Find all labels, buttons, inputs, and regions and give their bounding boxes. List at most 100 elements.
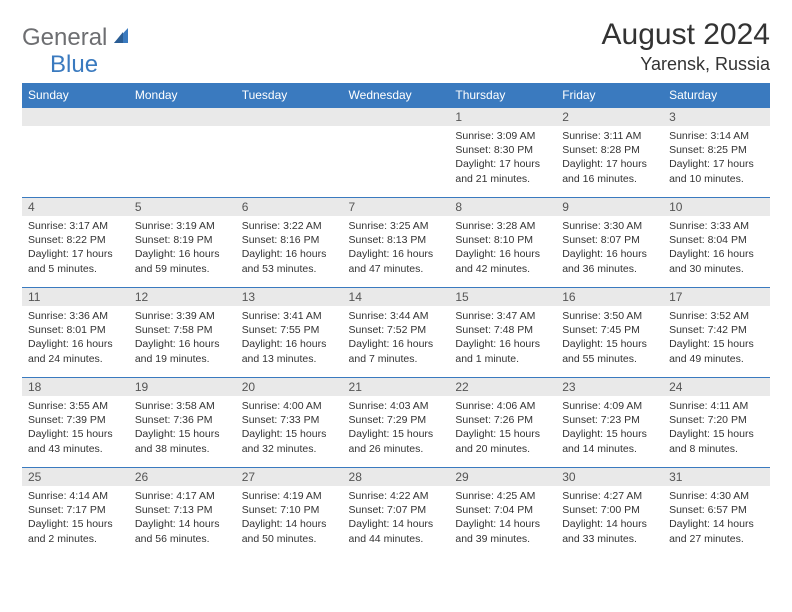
day-details: Sunrise: 3:39 AMSunset: 7:58 PMDaylight:… (129, 306, 236, 370)
detail-line: Sunset: 7:10 PM (242, 503, 337, 517)
day-details: Sunrise: 3:50 AMSunset: 7:45 PMDaylight:… (556, 306, 663, 370)
day-number: 4 (22, 198, 129, 216)
detail-line: Sunrise: 4:03 AM (349, 399, 444, 413)
month-title: August 2024 (602, 18, 770, 52)
day-number: 25 (22, 468, 129, 486)
header: General August 2024 Yarensk, Russia (22, 18, 770, 75)
day-details: Sunrise: 3:33 AMSunset: 8:04 PMDaylight:… (663, 216, 770, 280)
detail-line: Daylight: 16 hours (562, 247, 657, 261)
detail-line: Sunset: 8:07 PM (562, 233, 657, 247)
day-details: Sunrise: 3:36 AMSunset: 8:01 PMDaylight:… (22, 306, 129, 370)
detail-line: Sunset: 8:30 PM (455, 143, 550, 157)
detail-line: Sunset: 8:28 PM (562, 143, 657, 157)
day-cell (22, 108, 129, 198)
day-number: 3 (663, 108, 770, 126)
day-number: 11 (22, 288, 129, 306)
day-details: Sunrise: 3:44 AMSunset: 7:52 PMDaylight:… (343, 306, 450, 370)
day-details: Sunrise: 3:41 AMSunset: 7:55 PMDaylight:… (236, 306, 343, 370)
day-cell: 11Sunrise: 3:36 AMSunset: 8:01 PMDayligh… (22, 288, 129, 378)
day-cell: 14Sunrise: 3:44 AMSunset: 7:52 PMDayligh… (343, 288, 450, 378)
detail-line: Sunset: 8:19 PM (135, 233, 230, 247)
detail-line: Daylight: 15 hours (562, 427, 657, 441)
day-number: 17 (663, 288, 770, 306)
detail-line: Sunrise: 3:36 AM (28, 309, 123, 323)
day-cell: 18Sunrise: 3:55 AMSunset: 7:39 PMDayligh… (22, 378, 129, 468)
detail-line: Sunset: 7:04 PM (455, 503, 550, 517)
day-cell: 28Sunrise: 4:22 AMSunset: 7:07 PMDayligh… (343, 468, 450, 558)
week-row: 4Sunrise: 3:17 AMSunset: 8:22 PMDaylight… (22, 198, 770, 288)
day-cell: 7Sunrise: 3:25 AMSunset: 8:13 PMDaylight… (343, 198, 450, 288)
detail-line: Sunrise: 4:00 AM (242, 399, 337, 413)
detail-line: Sunset: 7:26 PM (455, 413, 550, 427)
day-cell: 1Sunrise: 3:09 AMSunset: 8:30 PMDaylight… (449, 108, 556, 198)
day-details: Sunrise: 4:14 AMSunset: 7:17 PMDaylight:… (22, 486, 129, 550)
day-number: 23 (556, 378, 663, 396)
day-details: Sunrise: 3:25 AMSunset: 8:13 PMDaylight:… (343, 216, 450, 280)
detail-line: Sunset: 8:25 PM (669, 143, 764, 157)
day-details: Sunrise: 4:25 AMSunset: 7:04 PMDaylight:… (449, 486, 556, 550)
detail-line: Sunset: 7:23 PM (562, 413, 657, 427)
day-details: Sunrise: 3:22 AMSunset: 8:16 PMDaylight:… (236, 216, 343, 280)
day-number: 7 (343, 198, 450, 216)
day-cell: 16Sunrise: 3:50 AMSunset: 7:45 PMDayligh… (556, 288, 663, 378)
detail-line: Sunrise: 4:25 AM (455, 489, 550, 503)
detail-line: Sunrise: 4:19 AM (242, 489, 337, 503)
detail-line: Sunrise: 4:09 AM (562, 399, 657, 413)
detail-line: and 2 minutes. (28, 532, 123, 546)
detail-line: and 26 minutes. (349, 442, 444, 456)
empty-day (343, 108, 450, 126)
day-number: 10 (663, 198, 770, 216)
detail-line: Sunset: 8:22 PM (28, 233, 123, 247)
day-number: 27 (236, 468, 343, 486)
day-number: 19 (129, 378, 236, 396)
day-cell: 5Sunrise: 3:19 AMSunset: 8:19 PMDaylight… (129, 198, 236, 288)
week-row: 25Sunrise: 4:14 AMSunset: 7:17 PMDayligh… (22, 468, 770, 558)
detail-line: Daylight: 15 hours (669, 337, 764, 351)
day-cell: 29Sunrise: 4:25 AMSunset: 7:04 PMDayligh… (449, 468, 556, 558)
detail-line: and 24 minutes. (28, 352, 123, 366)
day-cell: 2Sunrise: 3:11 AMSunset: 8:28 PMDaylight… (556, 108, 663, 198)
day-details: Sunrise: 3:17 AMSunset: 8:22 PMDaylight:… (22, 216, 129, 280)
detail-line: Sunrise: 3:41 AM (242, 309, 337, 323)
detail-line: Sunrise: 3:14 AM (669, 129, 764, 143)
location: Yarensk, Russia (602, 54, 770, 75)
detail-line: Sunrise: 4:06 AM (455, 399, 550, 413)
day-cell: 4Sunrise: 3:17 AMSunset: 8:22 PMDaylight… (22, 198, 129, 288)
day-number: 8 (449, 198, 556, 216)
detail-line: and 14 minutes. (562, 442, 657, 456)
detail-line: Sunrise: 3:33 AM (669, 219, 764, 233)
detail-line: Sunset: 7:20 PM (669, 413, 764, 427)
day-details: Sunrise: 3:28 AMSunset: 8:10 PMDaylight:… (449, 216, 556, 280)
detail-line: and 39 minutes. (455, 532, 550, 546)
calendar-table: SundayMondayTuesdayWednesdayThursdayFrid… (22, 83, 770, 558)
detail-line: Sunset: 7:36 PM (135, 413, 230, 427)
detail-line: Daylight: 17 hours (455, 157, 550, 171)
detail-line: Daylight: 16 hours (135, 247, 230, 261)
detail-line: Daylight: 14 hours (349, 517, 444, 531)
detail-line: and 43 minutes. (28, 442, 123, 456)
detail-line: Daylight: 17 hours (669, 157, 764, 171)
title-block: August 2024 Yarensk, Russia (602, 18, 770, 75)
detail-line: Sunrise: 3:25 AM (349, 219, 444, 233)
detail-line: and 53 minutes. (242, 262, 337, 276)
detail-line: and 55 minutes. (562, 352, 657, 366)
detail-line: Sunrise: 4:17 AM (135, 489, 230, 503)
detail-line: Sunrise: 4:14 AM (28, 489, 123, 503)
empty-day (22, 108, 129, 126)
detail-line: Sunset: 6:57 PM (669, 503, 764, 517)
detail-line: Sunrise: 3:44 AM (349, 309, 444, 323)
day-details: Sunrise: 3:55 AMSunset: 7:39 PMDaylight:… (22, 396, 129, 460)
detail-line: and 30 minutes. (669, 262, 764, 276)
detail-line: Daylight: 16 hours (242, 247, 337, 261)
detail-line: Daylight: 16 hours (349, 247, 444, 261)
detail-line: Sunset: 8:10 PM (455, 233, 550, 247)
detail-line: Sunset: 7:29 PM (349, 413, 444, 427)
detail-line: Daylight: 14 hours (135, 517, 230, 531)
week-row: 11Sunrise: 3:36 AMSunset: 8:01 PMDayligh… (22, 288, 770, 378)
detail-line: and 32 minutes. (242, 442, 337, 456)
detail-line: Sunset: 7:42 PM (669, 323, 764, 337)
day-cell: 13Sunrise: 3:41 AMSunset: 7:55 PMDayligh… (236, 288, 343, 378)
detail-line: and 47 minutes. (349, 262, 444, 276)
detail-line: Daylight: 15 hours (242, 427, 337, 441)
detail-line: Sunset: 7:52 PM (349, 323, 444, 337)
